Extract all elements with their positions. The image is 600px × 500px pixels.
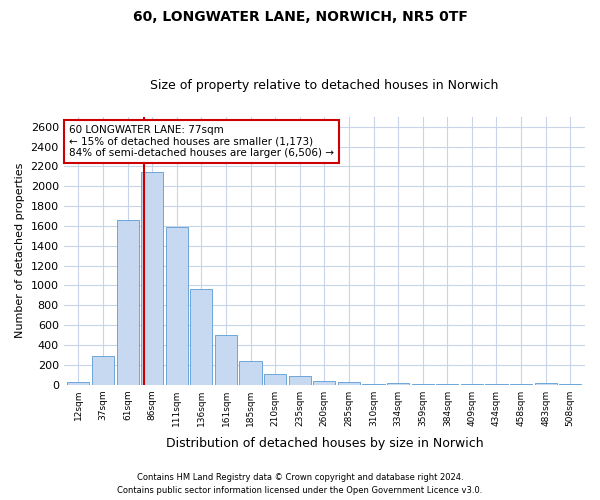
Bar bbox=[141, 172, 163, 384]
Bar bbox=[92, 356, 114, 384]
Bar bbox=[239, 361, 262, 384]
Bar bbox=[313, 381, 335, 384]
Text: 60, LONGWATER LANE, NORWICH, NR5 0TF: 60, LONGWATER LANE, NORWICH, NR5 0TF bbox=[133, 10, 467, 24]
Y-axis label: Number of detached properties: Number of detached properties bbox=[15, 163, 25, 338]
Bar bbox=[289, 376, 311, 384]
Bar bbox=[116, 220, 139, 384]
Bar bbox=[215, 335, 237, 384]
Text: Contains HM Land Registry data © Crown copyright and database right 2024.
Contai: Contains HM Land Registry data © Crown c… bbox=[118, 474, 482, 495]
Bar bbox=[190, 290, 212, 384]
Bar bbox=[387, 382, 409, 384]
Bar bbox=[166, 227, 188, 384]
Bar bbox=[338, 382, 360, 384]
X-axis label: Distribution of detached houses by size in Norwich: Distribution of detached houses by size … bbox=[166, 437, 483, 450]
Text: 60 LONGWATER LANE: 77sqm
← 15% of detached houses are smaller (1,173)
84% of sem: 60 LONGWATER LANE: 77sqm ← 15% of detach… bbox=[69, 125, 334, 158]
Bar bbox=[535, 383, 557, 384]
Title: Size of property relative to detached houses in Norwich: Size of property relative to detached ho… bbox=[150, 79, 499, 92]
Bar bbox=[264, 374, 286, 384]
Bar bbox=[67, 382, 89, 384]
